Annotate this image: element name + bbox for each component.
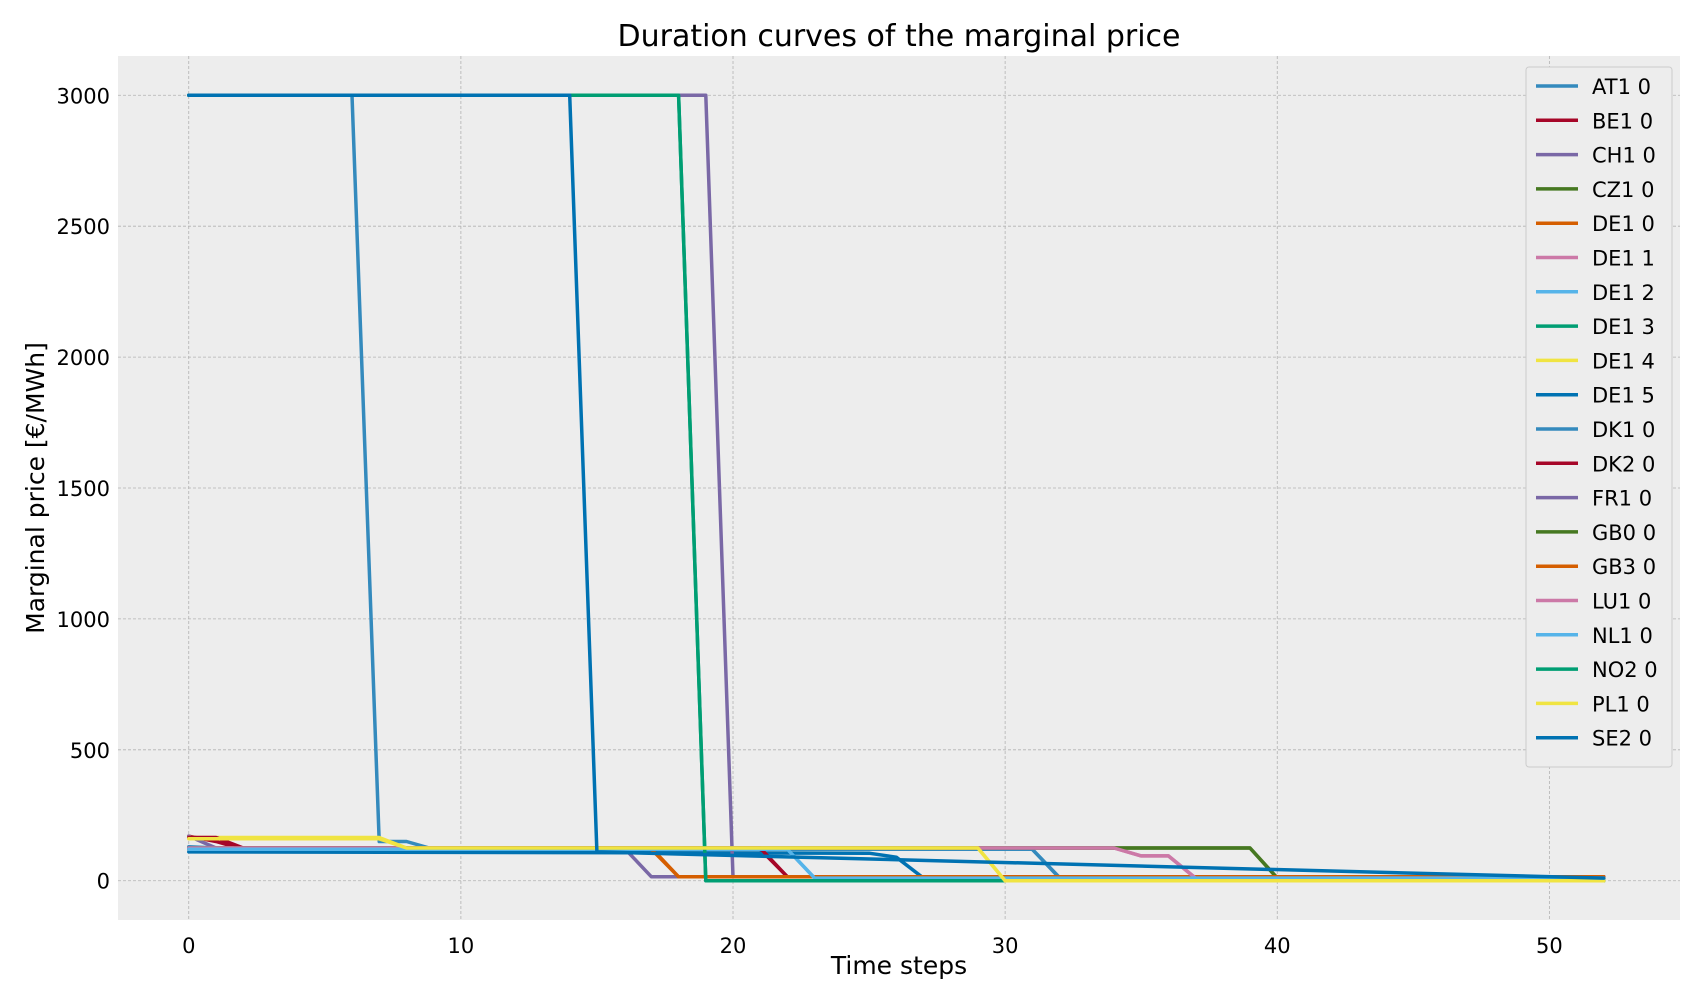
y-tick-label: 2000 (57, 346, 110, 370)
legend-label: DE1 0 (1592, 212, 1655, 236)
legend-label: CZ1 0 (1592, 178, 1654, 202)
legend-label: DE1 4 (1592, 349, 1655, 373)
x-tick-label: 50 (1536, 934, 1563, 958)
legend-label: FR1 0 (1592, 487, 1652, 511)
grid-lines (118, 56, 1680, 920)
legend-label: DK2 0 (1592, 452, 1655, 476)
legend-label: NO2 0 (1592, 658, 1658, 682)
y-tick-label: 1500 (57, 477, 110, 501)
x-tick-label: 20 (720, 934, 747, 958)
x-tick-label: 0 (182, 934, 195, 958)
legend-label: GB3 0 (1592, 555, 1656, 579)
x-tick-label: 30 (992, 934, 1019, 958)
series-line-se2-0 (187, 93, 1606, 880)
legend-label: CH1 0 (1592, 144, 1656, 168)
legend-label: DK1 0 (1592, 418, 1655, 442)
y-tick-label: 2500 (57, 215, 110, 239)
legend-label: DE1 1 (1592, 247, 1655, 271)
x-axis-label: Time steps (830, 951, 967, 980)
legend-label: DE1 5 (1592, 384, 1655, 408)
series-lines (187, 93, 1606, 883)
y-tick-label: 0 (97, 870, 110, 894)
legend-label: NL1 0 (1592, 624, 1653, 648)
y-axis-label: Marginal price [€/MWh] (21, 342, 50, 634)
y-tick-label: 1000 (57, 608, 110, 632)
legend-label: DE1 3 (1592, 315, 1655, 339)
legend-label: BE1 0 (1592, 109, 1653, 133)
y-tick-label: 500 (70, 739, 110, 763)
legend-label: LU1 0 (1592, 590, 1651, 614)
legend-label: SE2 0 (1592, 727, 1652, 751)
y-axis-ticks: 0 500 1000 1500 2000 2500 3000 (57, 84, 110, 893)
chart-title: Duration curves of the marginal price (618, 19, 1181, 54)
legend-label: AT1 0 (1592, 75, 1651, 99)
legend-label: GB0 0 (1592, 521, 1656, 545)
x-axis-ticks: 0 10 20 30 40 50 (182, 934, 1563, 958)
y-tick-label: 3000 (57, 84, 110, 108)
legend: AT1 0 BE1 0 CH1 0 CZ1 0 DE1 0 DE1 1 DE1 2 DE1 3… (1525, 66, 1673, 768)
x-tick-label: 10 (448, 934, 475, 958)
x-tick-label: 40 (1264, 934, 1291, 958)
legend-label: DE1 2 (1592, 281, 1655, 305)
legend-box (1525, 66, 1673, 768)
series-line-pl1-0 (187, 837, 1606, 883)
legend-label: PL1 0 (1592, 692, 1650, 716)
